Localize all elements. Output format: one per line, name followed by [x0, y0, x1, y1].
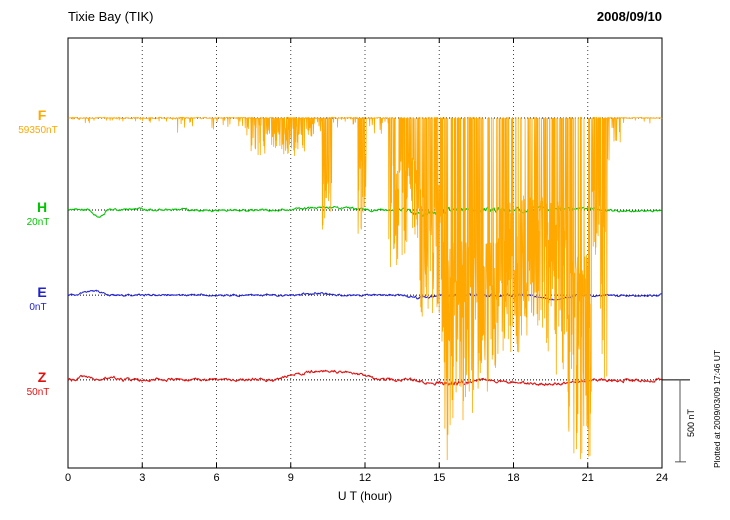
- trace-Z: [67, 369, 663, 386]
- trace-F: [67, 116, 663, 461]
- series-label-F: F: [37, 106, 47, 123]
- x-tick-label-18: 18: [507, 472, 520, 484]
- x-tick-label-15: 15: [433, 472, 446, 484]
- plot-date: 2008/09/10: [596, 9, 662, 24]
- x-tick-label-6: 6: [213, 472, 220, 484]
- plotted-at-note: Plotted at 2009/03/09 17:46 UT: [712, 349, 722, 468]
- series-baseline-value-E: 0nT: [29, 302, 47, 314]
- x-tick-label-21: 21: [581, 472, 594, 484]
- plot-border: [67, 37, 663, 469]
- series-baseline-value-H: 20nT: [26, 217, 50, 228]
- x-tick-label-3: 3: [139, 472, 146, 484]
- x-tick-label-12: 12: [358, 472, 372, 484]
- series-label-H: H: [36, 199, 48, 215]
- series-label-E: E: [37, 284, 47, 301]
- series-baseline-value-F: 59350nT: [18, 124, 58, 136]
- x-tick-label-0: 0: [64, 472, 72, 484]
- x-axis-label: U T (hour): [337, 489, 393, 503]
- station-title: Tixie Bay (TIK): [68, 9, 154, 24]
- scale-bar-label: 500 nT: [686, 408, 696, 438]
- x-tick-label-9: 9: [287, 472, 294, 484]
- series-baseline-value-Z: 50nT: [26, 386, 50, 398]
- x-tick-label-24: 24: [655, 472, 669, 484]
- series-label-Z: Z: [37, 368, 47, 385]
